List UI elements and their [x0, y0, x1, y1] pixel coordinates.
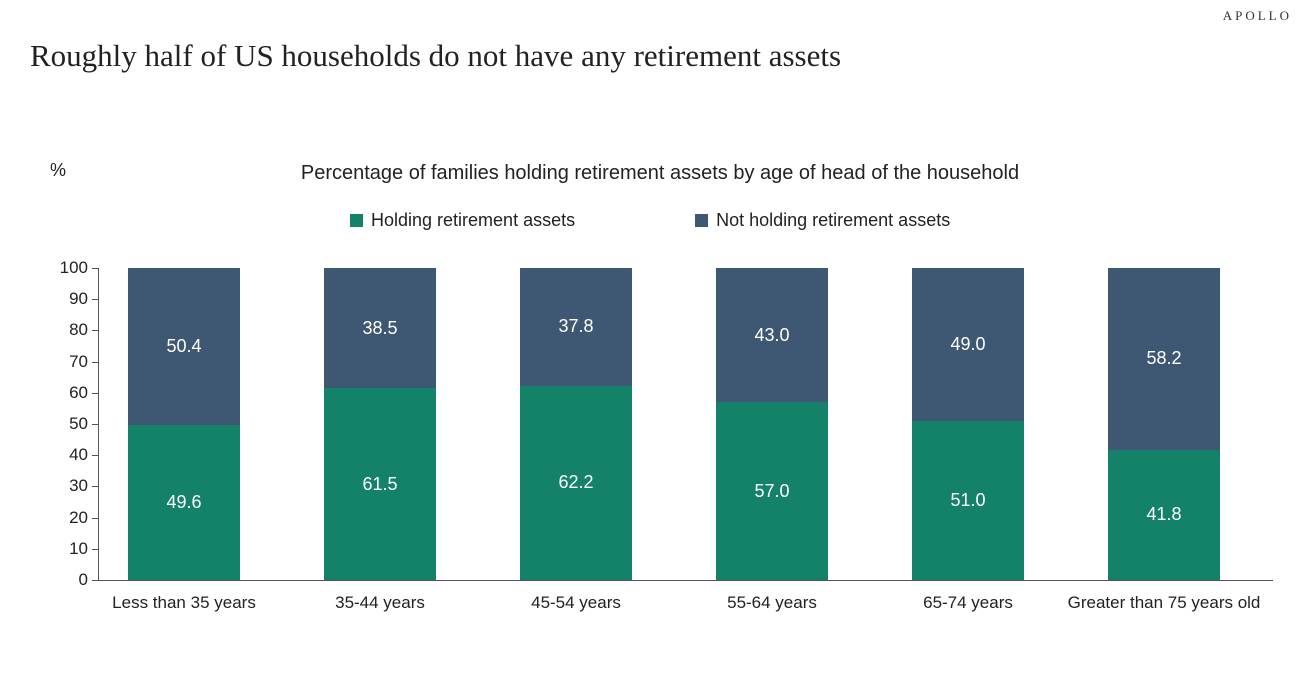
bar-group: 57.0 43.0: [716, 268, 828, 580]
ytick-label: 10: [48, 539, 88, 559]
brand-label: APOLLO: [1223, 8, 1292, 24]
ytick-label: 50: [48, 414, 88, 434]
ytick-mark: [92, 268, 98, 269]
ytick-mark: [92, 455, 98, 456]
ytick-mark: [92, 424, 98, 425]
legend-item-holding: Holding retirement assets: [350, 210, 575, 231]
ytick-mark: [92, 549, 98, 550]
page-title: Roughly half of US households do not hav…: [30, 38, 841, 74]
chart-title: Percentage of families holding retiremen…: [260, 162, 1060, 185]
legend: Holding retirement assets Not holding ret…: [350, 210, 950, 231]
bar-segment-holding: 51.0: [912, 421, 1024, 580]
bar-segment-holding: 61.5: [324, 388, 436, 580]
bar-value-label: 62.2: [558, 472, 593, 493]
ytick-mark: [92, 299, 98, 300]
bar-segment-holding: 49.6: [128, 425, 240, 580]
ytick-label: 40: [48, 445, 88, 465]
bar-value-label: 43.0: [754, 325, 789, 346]
ytick-label: 30: [48, 476, 88, 496]
bar-value-label: 49.0: [950, 334, 985, 355]
ytick-label: 20: [48, 508, 88, 528]
bar-segment-holding: 41.8: [1108, 450, 1220, 580]
ytick-mark: [92, 362, 98, 363]
bar-value-label: 41.8: [1146, 504, 1181, 525]
bar-value-label: 51.0: [950, 490, 985, 511]
legend-swatch-not_holding: [695, 214, 708, 227]
bar-value-label: 38.5: [362, 318, 397, 339]
bar-segment-not_holding: 38.5: [324, 268, 436, 388]
bar-group: 62.2 37.8: [520, 268, 632, 580]
x-category-label: 65-74 years: [870, 592, 1066, 613]
bar-segment-not_holding: 43.0: [716, 268, 828, 402]
bar-group: 61.5 38.5: [324, 268, 436, 580]
x-category-label: Greater than 75 years old: [1066, 592, 1262, 613]
bar-value-label: 57.0: [754, 481, 789, 502]
x-category-label: 45-54 years: [478, 592, 674, 613]
bar-group: 49.6 50.4: [128, 268, 240, 580]
y-axis-line: [98, 268, 99, 580]
ytick-label: 90: [48, 289, 88, 309]
bar-segment-not_holding: 50.4: [128, 268, 240, 425]
bar-group: 41.8 58.2: [1108, 268, 1220, 580]
ytick-mark: [92, 393, 98, 394]
ytick-mark: [92, 486, 98, 487]
bar-value-label: 37.8: [558, 316, 593, 337]
ytick-label: 100: [48, 258, 88, 278]
plot-area: 010203040506070809010049.650.4Less than …: [98, 268, 1273, 580]
bar-value-label: 49.6: [166, 492, 201, 513]
bar-segment-not_holding: 37.8: [520, 268, 632, 386]
legend-swatch-holding: [350, 214, 363, 227]
bar-segment-not_holding: 58.2: [1108, 268, 1220, 450]
slide-root: APOLLO Roughly half of US households do …: [0, 0, 1316, 681]
y-axis-unit: %: [50, 160, 66, 181]
x-category-label: Less than 35 years: [86, 592, 282, 613]
bar-value-label: 50.4: [166, 336, 201, 357]
bar-group: 51.0 49.0: [912, 268, 1024, 580]
bar-segment-holding: 62.2: [520, 386, 632, 580]
legend-label-not_holding: Not holding retirement assets: [716, 210, 950, 231]
ytick-label: 70: [48, 352, 88, 372]
bar-segment-not_holding: 49.0: [912, 268, 1024, 421]
ytick-mark: [92, 580, 98, 581]
ytick-label: 80: [48, 320, 88, 340]
x-category-label: 35-44 years: [282, 592, 478, 613]
bar-value-label: 58.2: [1146, 348, 1181, 369]
bar-value-label: 61.5: [362, 474, 397, 495]
ytick-label: 60: [48, 383, 88, 403]
ytick-mark: [92, 330, 98, 331]
ytick-label: 0: [48, 570, 88, 590]
ytick-mark: [92, 518, 98, 519]
x-category-label: 55-64 years: [674, 592, 870, 613]
x-axis-line: [98, 580, 1273, 581]
bar-segment-holding: 57.0: [716, 402, 828, 580]
legend-label-holding: Holding retirement assets: [371, 210, 575, 231]
legend-item-not_holding: Not holding retirement assets: [695, 210, 950, 231]
